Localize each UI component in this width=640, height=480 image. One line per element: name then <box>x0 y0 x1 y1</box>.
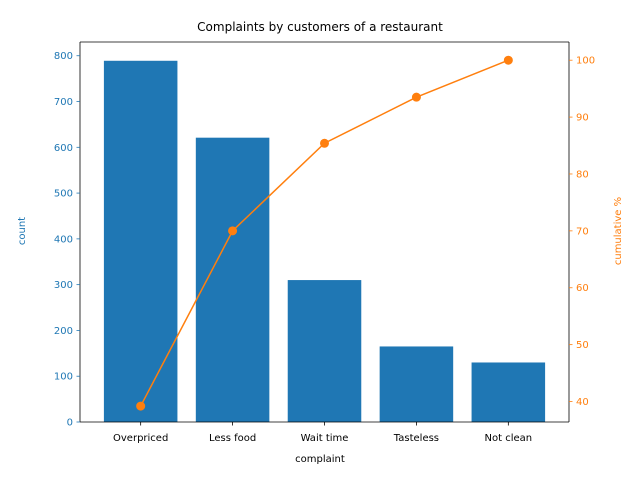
bar-4 <box>471 362 546 422</box>
y2-tick-label-0: 40 <box>576 397 589 408</box>
y2-tick-label-2: 60 <box>576 283 589 294</box>
x-axis-title: complaint <box>295 454 345 465</box>
cumulative-point-0 <box>136 401 146 411</box>
cumulative-point-4 <box>503 55 513 65</box>
y-tick-label-1: 100 <box>54 372 73 383</box>
bar-0 <box>103 60 178 422</box>
bar-2 <box>287 280 362 422</box>
y2-tick-label-6: 100 <box>576 56 595 67</box>
bar-series <box>103 60 546 422</box>
cumulative-point-2 <box>320 138 329 148</box>
y-tick-label-2: 200 <box>54 326 73 337</box>
y-tick-label-3: 300 <box>54 280 73 291</box>
y-tick-label-4: 400 <box>54 234 73 245</box>
x-tick-label-1: Less food <box>209 433 256 444</box>
y-tick-label-0: 0 <box>67 418 73 429</box>
axes: 0 100 200 300 400 500 600 700 800 40 50 60 70 80 90 100… <box>54 41 595 444</box>
y-tick-label-6: 600 <box>54 143 73 154</box>
bar-1 <box>195 137 270 422</box>
x-tick-label-2: Wait time <box>301 433 349 444</box>
y-tick-label-5: 500 <box>54 189 73 200</box>
x-tick-label-3: Tasteless <box>393 433 439 444</box>
cumulative-point-1 <box>228 226 238 236</box>
y-axis-title: count <box>17 217 28 245</box>
y-tick-label-7: 700 <box>54 97 73 108</box>
cumulative-line-series <box>136 55 513 411</box>
x-tick-label-4: Not clean <box>485 433 533 444</box>
y-tick-label-8: 800 <box>54 51 73 62</box>
y2-tick-label-1: 50 <box>576 340 589 351</box>
y2-axis-title: cumulative % <box>613 197 624 265</box>
y2-tick-label-4: 80 <box>576 169 589 180</box>
y2-tick-label-5: 90 <box>576 113 589 124</box>
chart-title: Complaints by customers of a restaurant <box>197 20 443 34</box>
x-tick-label-0: Overpriced <box>113 433 168 444</box>
bar-3 <box>379 346 454 422</box>
y2-tick-label-3: 70 <box>576 226 589 237</box>
cumulative-point-3 <box>411 92 421 102</box>
